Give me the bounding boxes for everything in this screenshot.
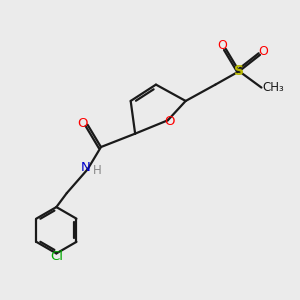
Text: O: O: [217, 39, 227, 52]
Text: CH₃: CH₃: [262, 81, 284, 94]
Text: O: O: [259, 45, 269, 58]
Text: N: N: [81, 161, 91, 174]
Text: H: H: [93, 164, 101, 177]
Text: Cl: Cl: [50, 250, 63, 263]
Text: O: O: [164, 115, 175, 128]
Text: S: S: [234, 64, 244, 78]
Text: O: O: [77, 117, 88, 130]
